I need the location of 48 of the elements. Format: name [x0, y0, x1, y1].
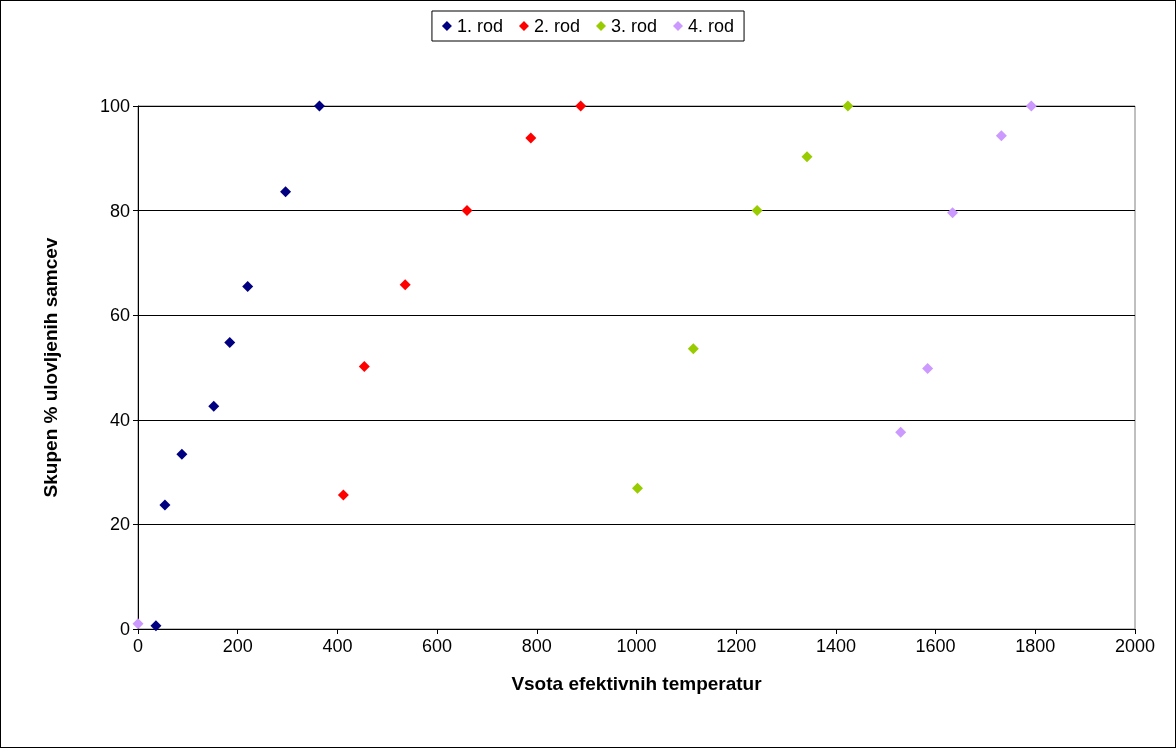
- legend-label: 1. rod: [456, 16, 503, 36]
- point: [801, 151, 813, 163]
- point: [575, 100, 587, 112]
- point: [208, 400, 220, 412]
- x-tick-label: 800: [521, 636, 552, 656]
- point: [159, 499, 171, 511]
- point: [176, 448, 188, 460]
- point: [1025, 100, 1037, 112]
- x-tick-label: 1600: [915, 636, 956, 656]
- point: [525, 132, 537, 144]
- point: [313, 100, 325, 112]
- y-tick-label: 100: [99, 96, 130, 116]
- point: [224, 336, 236, 348]
- x-tick-label: 1000: [616, 636, 657, 656]
- legend-label: 4. rod: [688, 16, 735, 36]
- point: [922, 363, 934, 375]
- y-tick-label: 20: [109, 514, 130, 535]
- point: [280, 186, 292, 198]
- point: [751, 205, 763, 217]
- point: [947, 207, 959, 219]
- point: [687, 343, 699, 355]
- point: [337, 489, 349, 501]
- point: [995, 130, 1007, 142]
- x-tick-label: 2000: [1114, 636, 1156, 656]
- y-axis-title: Skupen % ulovljenih samcev: [40, 237, 61, 498]
- x-tick-label: 400: [322, 636, 353, 656]
- x-tick-label: 200: [222, 636, 253, 656]
- x-axis-title: Vsota efektivnih temperatur: [511, 673, 763, 694]
- x-tick-label: 1800: [1015, 636, 1056, 656]
- point: [358, 360, 370, 372]
- point: [895, 426, 907, 438]
- point: [632, 482, 643, 494]
- point: [842, 100, 854, 112]
- y-tick-label: 60: [109, 305, 130, 326]
- x-tick-label: 600: [422, 636, 453, 656]
- point: [399, 279, 411, 291]
- point: [150, 620, 162, 632]
- x-tick-label: 0: [132, 636, 144, 656]
- y-tick-label: 80: [109, 200, 130, 221]
- x-tick-label: 1200: [716, 636, 757, 656]
- y-tick-label: 40: [109, 409, 130, 430]
- point: [242, 280, 254, 292]
- y-tick-label: 0: [119, 619, 130, 639]
- x-tick-label: 1400: [815, 636, 856, 656]
- point: [132, 618, 144, 630]
- point: [461, 205, 473, 217]
- legend-label: 2. rod: [533, 16, 580, 36]
- legend-label: 3. rod: [611, 16, 658, 36]
